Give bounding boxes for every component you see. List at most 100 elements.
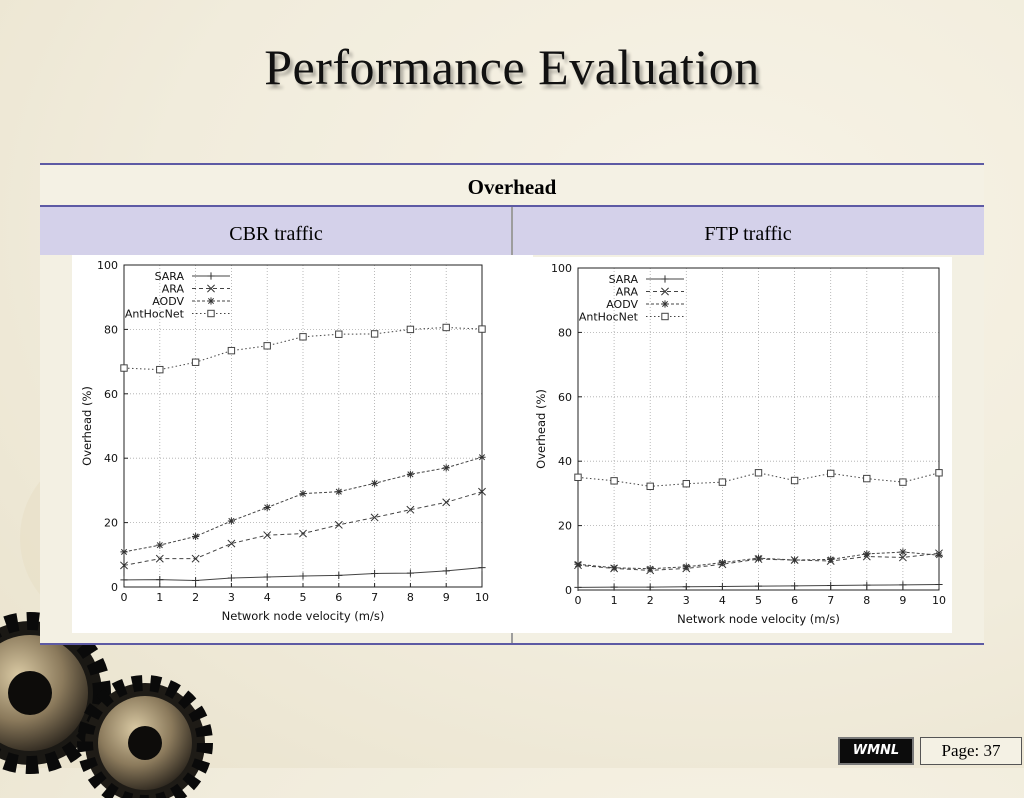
data-point-aodv <box>478 453 486 461</box>
data-point-aodv <box>371 479 379 487</box>
results-table: Overhead CBR traffic FTP traffic 0 1 2 3 4 5 6… <box>40 163 984 645</box>
data-point-ara <box>227 539 236 548</box>
data-point-sara <box>371 569 379 578</box>
col-ftp-traffic: FTP traffic <box>704 223 792 245</box>
y-tick-label: 40 <box>558 455 572 468</box>
data-point-anthocnet <box>646 482 654 491</box>
data-point-anthocnet <box>299 333 307 341</box>
data-point-ara <box>478 487 486 496</box>
data-point-sara <box>791 582 799 590</box>
data-point-ara <box>155 554 164 563</box>
data-point-sara <box>574 583 582 592</box>
data-point-aodv <box>299 490 307 498</box>
data-point-sara <box>299 572 307 580</box>
series-line-ara <box>577 552 940 571</box>
x-axis-label: Network node velocity (m/s) <box>677 612 840 626</box>
y-tick-label: 20 <box>104 517 118 530</box>
x-tick-label: 6 <box>791 594 798 607</box>
data-point-sara <box>827 581 835 590</box>
data-point-sara <box>120 576 128 584</box>
table-header-overhead: Overhead <box>467 175 557 199</box>
data-point-sara <box>442 567 450 575</box>
legend-label: SARA <box>609 273 639 286</box>
x-tick-label: 7 <box>827 594 834 607</box>
data-point-aodv <box>335 488 343 496</box>
data-point-aodv <box>156 541 164 549</box>
x-tick-label: 0 <box>121 591 128 604</box>
data-point-anthocnet <box>478 325 486 333</box>
y-tick-label: 60 <box>558 391 572 404</box>
x-tick-label: 2 <box>192 591 199 604</box>
data-point-aodv <box>263 503 271 512</box>
col-cbr-traffic: CBR traffic <box>229 223 323 245</box>
series-line-aodv <box>123 456 483 553</box>
legend-marker <box>661 287 669 296</box>
data-point-sara <box>863 581 871 589</box>
legend-marker <box>661 300 669 308</box>
data-point-ara <box>334 520 343 529</box>
data-point-anthocnet <box>610 477 618 485</box>
data-point-anthocnet <box>227 346 236 355</box>
legend-marker <box>661 275 669 283</box>
data-point-anthocnet <box>406 325 415 334</box>
data-point-ara <box>299 529 307 538</box>
y-tick-label: 60 <box>104 388 118 401</box>
data-point-anthocnet <box>682 480 691 488</box>
data-point-ara <box>191 554 200 563</box>
data-point-aodv <box>682 563 690 571</box>
y-tick-label: 0 <box>565 584 572 597</box>
x-tick-label: 10 <box>932 594 946 607</box>
legend-label: AODV <box>152 295 184 308</box>
data-point-ara <box>120 561 128 570</box>
data-point-sara <box>646 583 654 591</box>
y-tick-label: 80 <box>558 326 572 339</box>
x-tick-label: 6 <box>335 591 342 604</box>
data-point-aodv <box>192 532 200 541</box>
data-point-aodv <box>754 554 763 562</box>
data-point-aodv <box>442 464 450 472</box>
y-tick-label: 100 <box>551 262 572 275</box>
x-tick-label: 3 <box>683 594 690 607</box>
legend-marker <box>207 272 215 280</box>
data-point-aodv <box>791 556 799 564</box>
data-point-sara <box>192 576 200 585</box>
x-tick-label: 8 <box>863 594 870 607</box>
series-line-anthocnet <box>123 326 483 371</box>
data-point-aodv <box>120 548 128 556</box>
data-point-ara <box>370 513 379 522</box>
data-point-sara <box>899 581 907 589</box>
series-line-anthocnet <box>577 472 940 487</box>
legend-marker <box>207 284 215 293</box>
data-point-aodv <box>935 551 943 559</box>
data-point-anthocnet <box>863 474 871 483</box>
data-point-anthocnet <box>718 478 727 486</box>
x-tick-label: 5 <box>755 594 762 607</box>
data-point-anthocnet <box>335 330 343 338</box>
data-point-aodv <box>610 564 618 572</box>
data-point-anthocnet <box>120 364 128 372</box>
table-bottom-rule <box>40 643 984 645</box>
table-header-rule <box>40 205 984 207</box>
legend-label: AODV <box>606 298 638 311</box>
data-point-sara <box>263 573 271 581</box>
data-point-ara <box>406 505 415 514</box>
y-tick-label: 0 <box>111 581 118 594</box>
legend-label: ARA <box>162 283 185 296</box>
data-point-ara <box>263 531 272 540</box>
legend-label: AntHocNet <box>579 311 639 324</box>
data-point-sara <box>610 583 618 591</box>
slide-title: Performance Evaluation <box>264 39 760 95</box>
chart-cbr-panel: 0 1 2 3 4 5 6 7 8 9 10 0 20 40 60 80 100 Network node vel… <box>72 255 533 633</box>
data-point-aodv <box>574 560 582 568</box>
x-tick-label: 0 <box>575 594 582 607</box>
legend-marker <box>207 297 215 305</box>
data-point-aodv <box>899 548 907 556</box>
x-tick-label: 5 <box>300 591 307 604</box>
data-point-sara <box>718 582 726 591</box>
data-point-sara <box>335 571 343 580</box>
x-tick-label: 4 <box>719 594 726 607</box>
data-point-anthocnet <box>442 323 450 332</box>
y-tick-label: 80 <box>104 323 118 336</box>
y-tick-label: 20 <box>558 520 572 533</box>
